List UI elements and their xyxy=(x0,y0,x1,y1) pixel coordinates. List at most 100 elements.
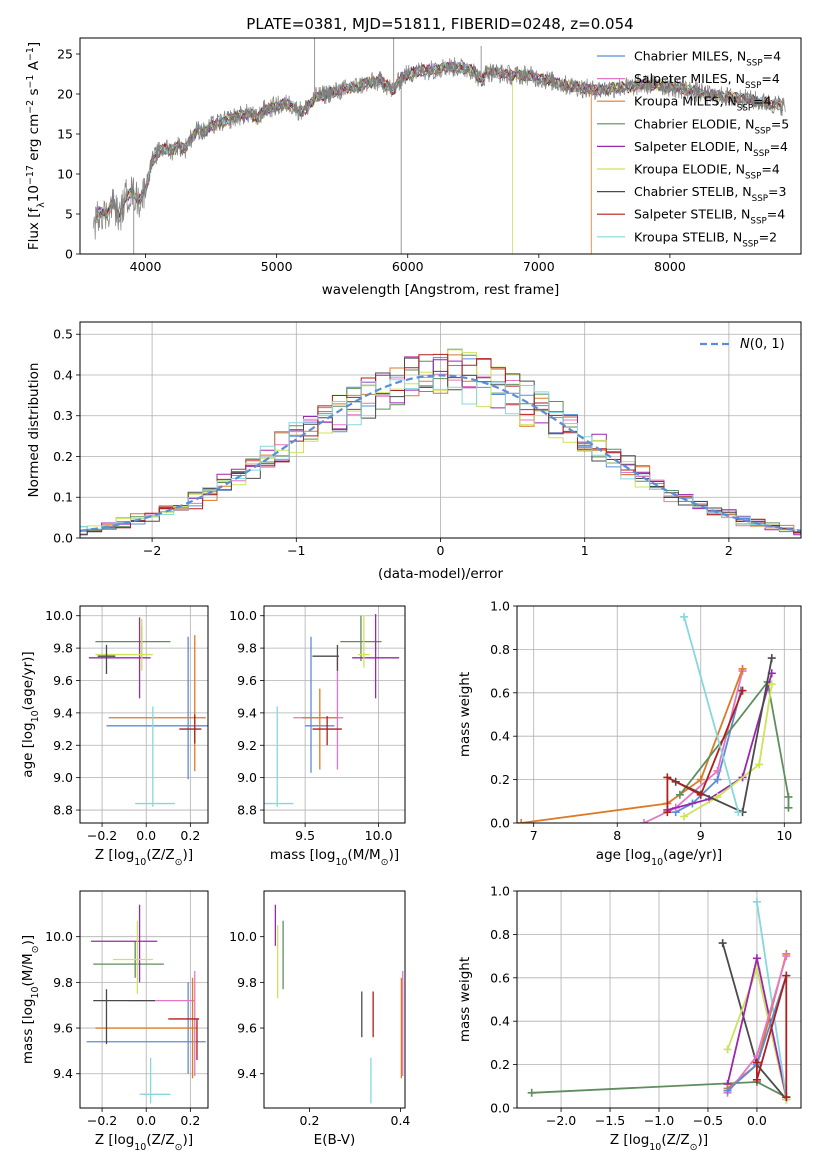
y-tick-label: 10.0 xyxy=(45,929,73,944)
y-tick-label: 10 xyxy=(57,167,73,182)
plot-area-mass-vs-Z xyxy=(86,904,206,1104)
y-tick-label: 1.0 xyxy=(490,884,510,899)
x-tick-label: 10 xyxy=(776,828,792,843)
y-tick-label: 9.6 xyxy=(237,1021,257,1036)
plot-area-residuals xyxy=(80,348,801,536)
x-axis-label-mass-weight-vs-Z: Z [log10(Z/Z⊙)] xyxy=(610,1132,708,1153)
legend-label: Kroupa MILES, NSSP=4 xyxy=(634,94,772,114)
y-axis-label-mass-weight-vs-age: mass weight xyxy=(457,672,473,757)
legend-label: Salpeter STELIB, NSSP=4 xyxy=(634,207,785,227)
residual-histogram-step xyxy=(80,357,801,536)
mass-weight-marker xyxy=(680,612,689,621)
y-tick-label: 9.0 xyxy=(53,770,73,785)
x-tick-label: 5000 xyxy=(261,259,293,274)
mass-weight-marker xyxy=(755,760,764,769)
mass-weight-marker xyxy=(718,939,727,948)
axes-age-vs-mass: 9.5 10.0 8.8 9.0 9.2 9.4 9.6 9.8 10.0 mass [log10… xyxy=(229,605,406,868)
x-tick-label: 1 xyxy=(581,543,589,558)
y-axis-label-mass-weight-vs-Z: mass weight xyxy=(457,957,473,1042)
y-tick-label: 15 xyxy=(57,127,73,142)
plot-area-age-vs-mass xyxy=(264,614,400,807)
legend-label: Salpeter MILES, NSSP=4 xyxy=(634,71,780,91)
axes-mass-weight-vs-age: 7 8 9 10 0.0 0.2 0.4 0.6 0.8 1.0 age [log10(age/yr… xyxy=(457,599,802,868)
x-tick-label: −0.5 xyxy=(693,1113,723,1128)
x-tick-label: 0.0 xyxy=(136,1113,156,1128)
mass-weight-marker xyxy=(784,803,793,812)
y-tick-label: 9.6 xyxy=(237,673,257,688)
mass-weight-line xyxy=(675,690,742,813)
x-tick-label: 4000 xyxy=(130,259,162,274)
y-tick-label: 9.0 xyxy=(237,770,257,785)
residual-histogram-step xyxy=(80,353,801,534)
mass-weight-line xyxy=(666,690,744,813)
plot-area-mass-weight-vs-Z xyxy=(527,897,791,1104)
y-tick-label: 0.2 xyxy=(490,772,510,787)
x-tick-label: −1.5 xyxy=(595,1113,625,1128)
y-tick-label: 9.8 xyxy=(53,641,73,656)
x-tick-label: 0.0 xyxy=(747,1113,767,1128)
mass-weight-marker xyxy=(713,792,722,801)
mass-weight-line xyxy=(667,673,773,811)
mass-weight-marker xyxy=(767,680,776,689)
y-tick-label: 9.6 xyxy=(53,673,73,688)
y-tick-label: 10.0 xyxy=(229,608,257,623)
x-tick-label: −1.0 xyxy=(644,1113,674,1128)
mass-weight-marker xyxy=(696,790,705,799)
y-tick-label: 0.8 xyxy=(490,927,510,942)
mass-weight-marker xyxy=(713,775,722,784)
y-tick-label: 9.8 xyxy=(237,641,257,656)
y-tick-label: 9.8 xyxy=(53,975,73,990)
y-axis-label-residuals: Normed distribution xyxy=(26,363,42,498)
mass-weight-marker xyxy=(738,664,747,673)
y-tick-label: 0.8 xyxy=(490,642,510,657)
mass-weight-marker xyxy=(752,1075,761,1084)
x-tick-label: 9.5 xyxy=(295,828,315,843)
y-tick-label: 0.3 xyxy=(53,408,73,423)
residual-histogram-step xyxy=(80,356,801,534)
mass-weight-marker xyxy=(752,954,761,963)
plot-area-mass-vs-EBV xyxy=(274,904,404,1104)
x-tick-label: 0 xyxy=(437,543,445,558)
y-tick-label: 5 xyxy=(65,207,73,222)
axes-mass-vs-EBV: 0.2 0.4 9.4 9.6 9.8 10.0 E(B-V) xyxy=(229,890,410,1148)
mass-weight-marker xyxy=(663,773,672,782)
mass-weight-marker xyxy=(675,790,684,799)
x-axis-label-spectrum: wavelength [Angstrom, rest frame] xyxy=(322,282,560,298)
mass-weight-line xyxy=(683,683,773,818)
legend-label: Chabrier STELIB, NSSP=3 xyxy=(634,184,786,204)
mass-weight-line xyxy=(521,668,744,823)
axes-frame xyxy=(263,890,406,1109)
x-axis-label-mass-weight-vs-age: age [log10(age/yr)] xyxy=(596,847,722,868)
x-axis-label-mass-vs-Z: Z [log10(Z/Z⊙)] xyxy=(95,1132,193,1153)
x-tick-label: 6000 xyxy=(392,259,424,274)
axes-frame xyxy=(263,605,406,824)
y-tick-label: 9.4 xyxy=(53,705,73,720)
legend-label: Kroupa STELIB, NSSP=2 xyxy=(634,229,777,249)
y-tick-label: 9.2 xyxy=(53,738,73,753)
mass-weight-marker xyxy=(734,808,743,817)
x-axis-label-age-vs-mass: mass [log10(M/M⊙)] xyxy=(270,847,399,868)
y-tick-label: 9.4 xyxy=(53,1066,73,1081)
x-tick-label: 2 xyxy=(725,543,733,558)
y-tick-label: 1.0 xyxy=(490,599,510,614)
x-axis-label-mass-vs-EBV: E(B-V) xyxy=(314,1132,356,1148)
y-tick-label: 0.0 xyxy=(490,816,510,831)
x-tick-label: −2 xyxy=(143,543,161,558)
legend-label: N(0, 1) xyxy=(740,337,785,352)
observed-spectrum-line xyxy=(92,57,786,240)
y-tick-label: 25 xyxy=(57,47,73,62)
y-tick-label: 9.4 xyxy=(237,705,257,720)
plot-area-mass-weight-vs-age xyxy=(517,612,793,823)
y-tick-label: 10.0 xyxy=(229,929,257,944)
mass-weight-marker xyxy=(782,1093,791,1102)
y-tick-label: 0.0 xyxy=(490,1101,510,1116)
y-tick-label: 0.2 xyxy=(53,449,73,464)
mass-weight-marker xyxy=(752,1058,761,1067)
y-tick-label: 0.6 xyxy=(490,685,510,700)
x-axis-label-age-vs-Z: Z [log10(Z/Z⊙)] xyxy=(95,847,193,868)
y-tick-label: 8.8 xyxy=(53,803,73,818)
plot-area-spectrum xyxy=(92,38,786,254)
x-tick-label: −0.2 xyxy=(87,1113,117,1128)
axes-mass-weight-vs-Z: −2.0 −1.5 −1.0 −0.5 0.0 0.0 0.2 0.4 0.6 0.8 1.0 Z [… xyxy=(457,884,802,1153)
